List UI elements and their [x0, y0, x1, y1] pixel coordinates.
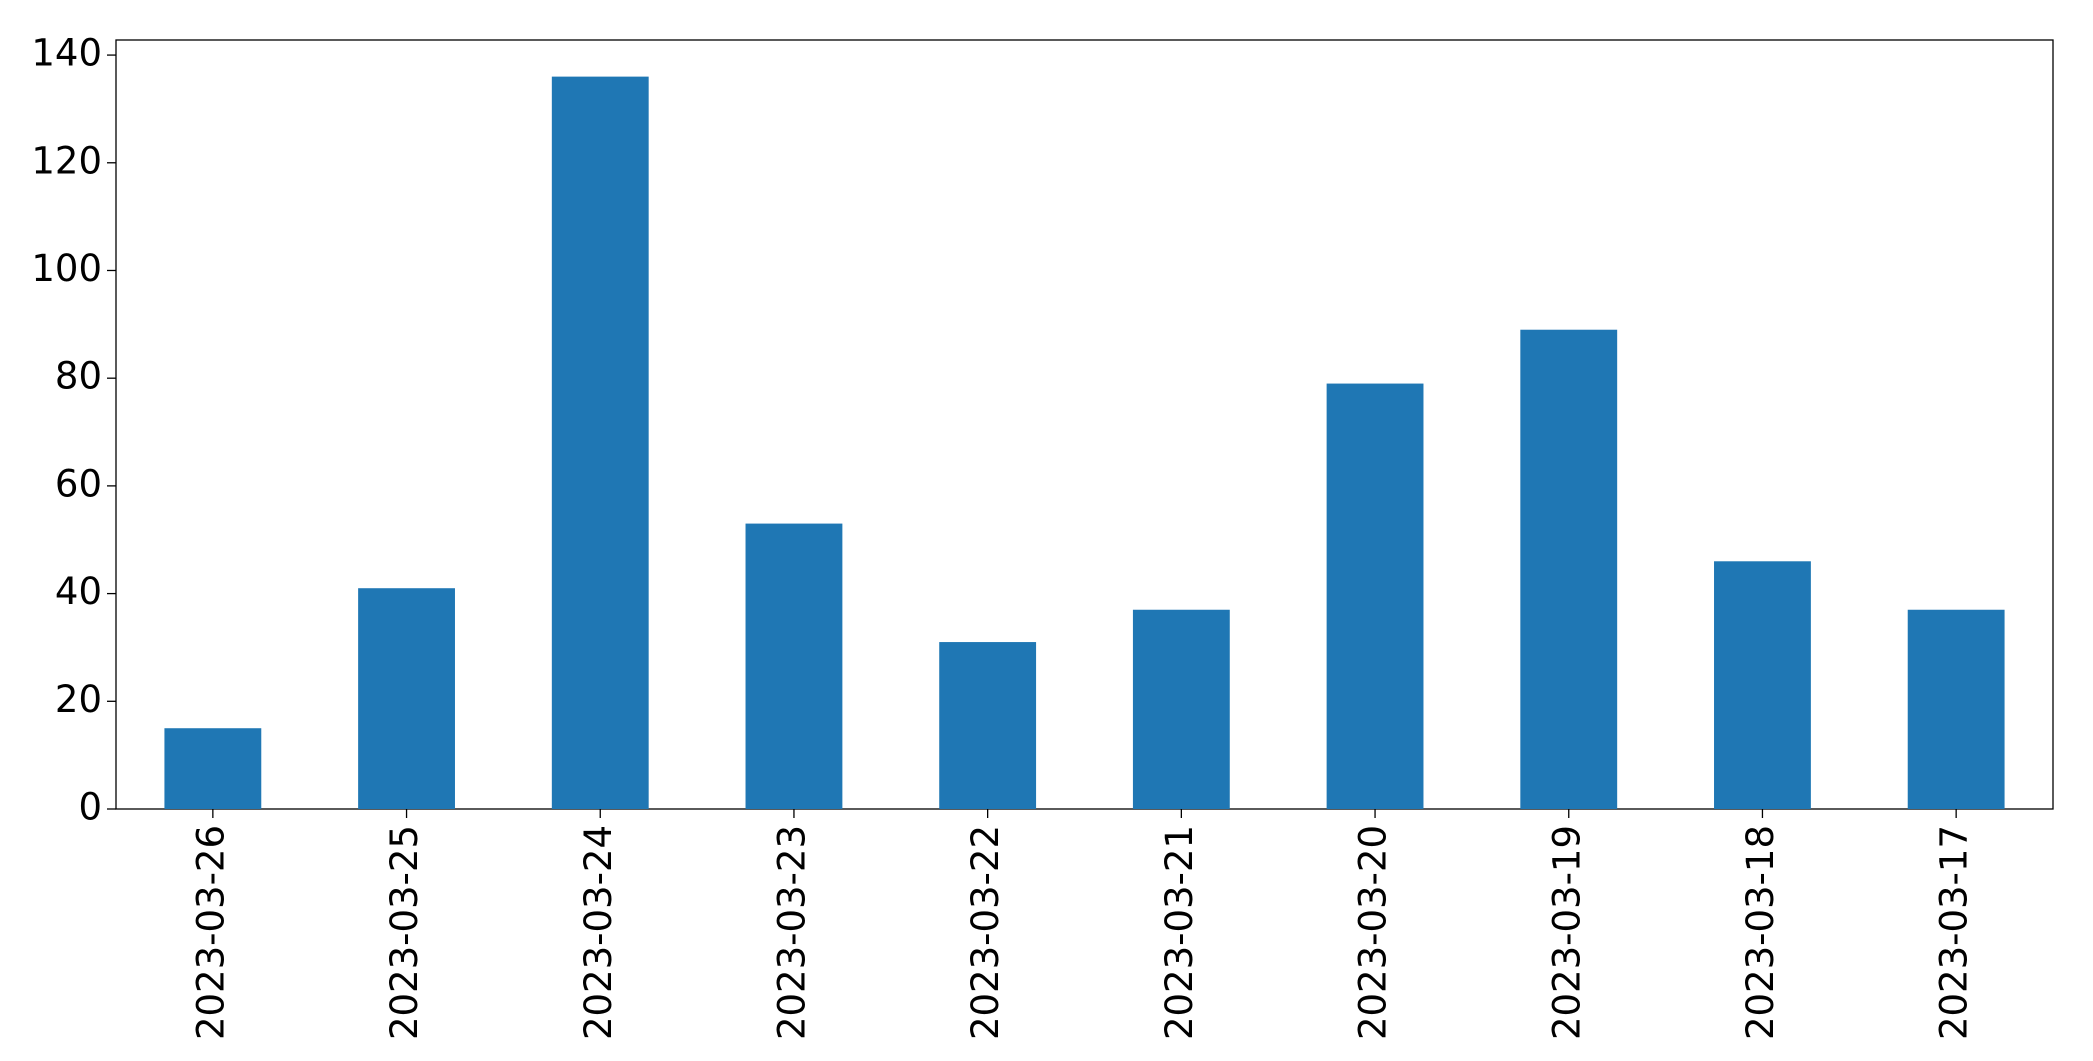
- bar: [551, 76, 649, 810]
- x-tick-label: 2023-03-19: [1545, 825, 1588, 1040]
- x-tick-label: 2023-03-20: [1352, 825, 1395, 1040]
- bar: [939, 642, 1037, 809]
- x-tick-label: 2023-03-21: [1158, 825, 1201, 1040]
- y-tick-label: 100: [31, 247, 102, 290]
- bar: [1520, 329, 1618, 809]
- x-tick-label: 2023-03-25: [383, 825, 426, 1040]
- bar: [1326, 383, 1424, 809]
- y-tick-label: 40: [55, 570, 102, 613]
- y-tick-label: 20: [55, 678, 102, 721]
- x-tick-label: 2023-03-18: [1739, 825, 1782, 1040]
- y-tick-label: 0: [78, 786, 102, 829]
- y-tick-label: 120: [31, 139, 102, 182]
- bar: [1714, 561, 1811, 809]
- x-tick-label: 2023-03-22: [964, 825, 1007, 1040]
- y-tick-label: 80: [55, 355, 102, 398]
- x-tick-label: 2023-03-24: [577, 825, 620, 1040]
- x-tick-label: 2023-03-23: [770, 825, 813, 1040]
- y-tick-label: 140: [31, 32, 102, 75]
- x-tick-label: 2023-03-17: [1933, 825, 1976, 1040]
- plot-frame: [115, 39, 2054, 810]
- bar: [745, 523, 843, 809]
- bar: [1907, 609, 2005, 809]
- bar: [358, 588, 455, 809]
- x-tick-label: 2023-03-26: [189, 825, 232, 1040]
- bar: [164, 728, 262, 809]
- bar: [1132, 609, 1230, 809]
- y-tick-label: 60: [55, 462, 102, 505]
